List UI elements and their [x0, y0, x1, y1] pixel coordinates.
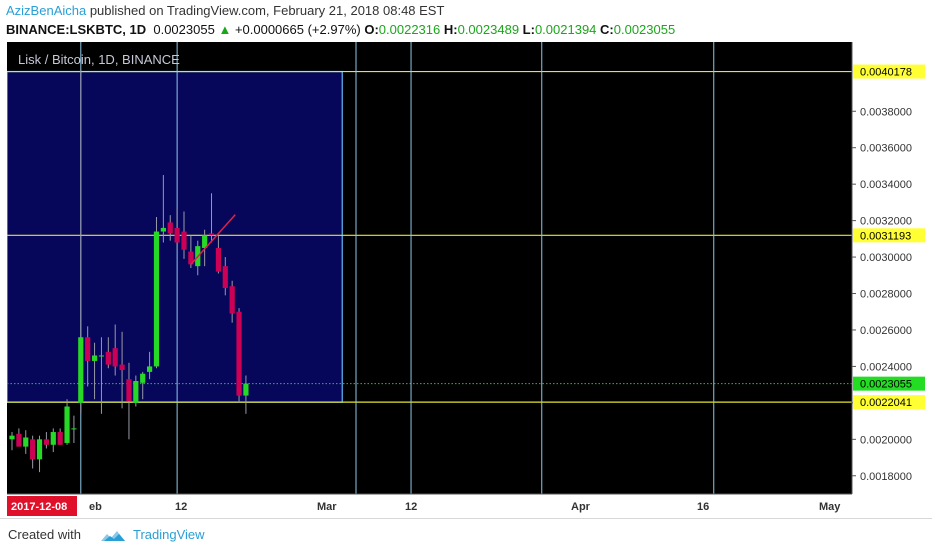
created-with-text: Created with: [8, 527, 81, 542]
x-tick-label: 12: [175, 501, 187, 513]
date-label: 2017-12-08: [11, 501, 67, 513]
candle-body: [174, 227, 180, 243]
candle-body: [153, 231, 160, 367]
symbol-line: BINANCE:LSKBTC, 1D 0.0023055 ▲ +0.000066…: [6, 22, 675, 37]
y-tick-label: 0.0038000: [860, 106, 912, 118]
publish-line: AzizBenAicha published on TradingView.co…: [6, 3, 444, 18]
trend-line-drawing[interactable]: [190, 214, 236, 265]
chart-area[interactable]: 0.00180000.00200000.00220000.00240000.00…: [6, 42, 928, 518]
candle-body: [64, 406, 70, 443]
price-chart[interactable]: 0.00180000.00200000.00220000.00240000.00…: [6, 42, 928, 518]
price-label: 0.0022041: [860, 397, 912, 409]
candle-body: [16, 433, 22, 447]
tradingview-cloud-icon[interactable]: [99, 528, 127, 542]
candle-body: [147, 366, 153, 372]
date-label-box: [7, 496, 77, 516]
candle-body: [243, 383, 249, 396]
y-tick-label: 0.0036000: [860, 143, 912, 155]
price-label-box: [853, 228, 925, 243]
candle-body: [23, 437, 29, 447]
last-price: 0.0023055: [153, 22, 215, 37]
chart-title: Lisk / Bitcoin, 1D, BINANCE: [18, 52, 180, 67]
price-label-box: [853, 376, 925, 391]
y-tick-label: 0.0028000: [860, 289, 912, 301]
y-tick-label: 0.0024000: [860, 361, 912, 373]
open-value: 0.0022316: [378, 22, 441, 37]
y-tick-label: 0.0034000: [860, 179, 912, 191]
candle-body: [9, 435, 15, 440]
price-label: 0.0023055: [860, 379, 912, 391]
price-label: 0.0031193: [860, 230, 911, 242]
close-value: 0.0023055: [613, 22, 676, 37]
price-label-box: [853, 64, 925, 79]
candle-body: [105, 351, 111, 365]
x-tick-label: May: [819, 501, 841, 513]
candle-body: [222, 266, 228, 289]
candle-body: [112, 348, 118, 367]
x-tick-label: 12: [405, 501, 417, 513]
footer: Created with TradingView: [0, 518, 932, 551]
candle-body: [91, 355, 98, 361]
candle-body: [208, 233, 215, 236]
published-text: published on TradingView.com, February 2…: [86, 3, 445, 18]
y-tick-label: 0.0018000: [860, 471, 912, 483]
price-change: +0.0000665 (+2.97%): [234, 22, 361, 37]
candle-body: [36, 439, 43, 460]
price-label: 0.0040178: [860, 67, 912, 79]
candle-body: [126, 379, 132, 402]
candle-body: [98, 355, 105, 357]
candle-body: [43, 439, 49, 445]
up-arrow-icon: ▲: [218, 22, 232, 37]
candle-body: [85, 337, 91, 361]
y-tick-label: 0.0026000: [860, 325, 912, 337]
x-tick-label: Mar: [317, 501, 337, 513]
candle-body: [167, 222, 173, 234]
high-value: 0.0023489: [457, 22, 520, 37]
x-tick-label: eb: [89, 501, 102, 513]
price-label-box: [853, 395, 925, 410]
candle-body: [160, 227, 166, 232]
symbol-name: BINANCE:LSKBTC, 1D: [6, 22, 147, 37]
tradingview-brand-link[interactable]: TradingView: [133, 527, 205, 542]
candle-body: [57, 432, 63, 445]
high-label: H:: [443, 22, 458, 37]
author-link[interactable]: AzizBenAicha: [6, 3, 87, 18]
candle-body: [236, 311, 242, 396]
candle-body: [229, 286, 235, 314]
y-tick-label: 0.0032000: [860, 216, 912, 228]
time-axis-background[interactable]: [7, 494, 928, 518]
price-axis-background[interactable]: [852, 42, 928, 494]
candle-body: [78, 337, 84, 403]
candle-body: [215, 247, 221, 272]
low-label: L:: [522, 22, 535, 37]
candle-body: [202, 235, 208, 248]
x-tick-label: 16: [697, 501, 709, 513]
candle-body: [188, 251, 194, 265]
candle-body: [140, 373, 146, 383]
candle-body: [71, 428, 77, 430]
candle-body: [30, 439, 36, 460]
candle-body: [181, 231, 187, 250]
y-tick-label: 0.0030000: [860, 252, 912, 264]
close-label: C:: [600, 22, 614, 37]
candle-body: [133, 381, 139, 403]
x-tick-label: Apr: [571, 501, 591, 513]
y-tick-label: 0.0020000: [860, 434, 912, 446]
candle-body: [119, 364, 125, 371]
low-value: 0.0021394: [534, 22, 597, 37]
chart-header: AzizBenAicha published on TradingView.co…: [0, 0, 932, 42]
candle-body: [50, 432, 56, 445]
open-label: O:: [364, 22, 379, 37]
